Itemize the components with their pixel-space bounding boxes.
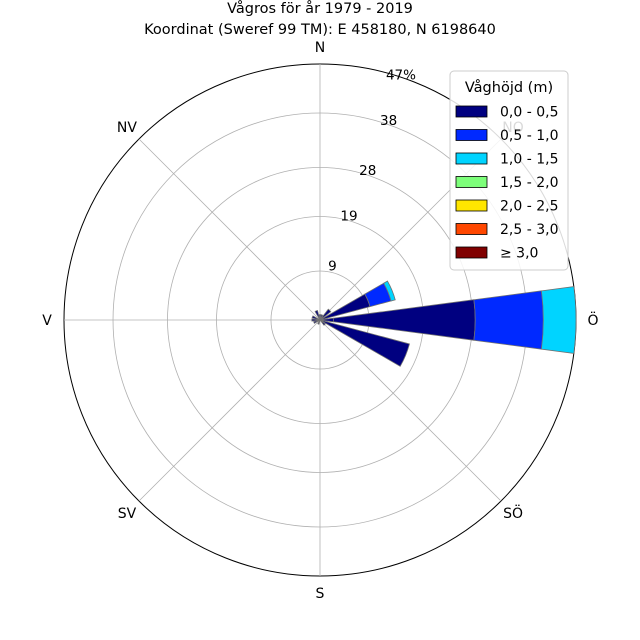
legend-entry-label: 1,0 - 1,5 [500, 152, 558, 168]
direction-label: SV [118, 506, 137, 522]
ring-tick-label: 28 [359, 163, 376, 179]
legend-swatch [455, 129, 488, 141]
legend-entry-label: 2,5 - 3,0 [500, 222, 558, 238]
wind-rose-bar [319, 299, 476, 341]
wind-rose-bar [319, 314, 324, 321]
legend-swatch [455, 105, 488, 118]
chart-title: Vågros för år 1979 - 2019 [227, 0, 413, 17]
direction-label: S [316, 586, 325, 602]
wind-rose-bar [540, 286, 577, 354]
grid-spoke [319, 319, 502, 502]
wind-rose-bar [319, 319, 326, 326]
wind-rose-bar [319, 317, 335, 323]
legend-box [449, 70, 569, 271]
legend: Våghöjd (m) 0,0 - 0,5 0,5 - 1,0 1,0 - 1,5 1,… [449, 70, 569, 271]
ring-tick-label: 19 [340, 208, 357, 224]
ring-tick-label: 9 [328, 259, 337, 275]
legend-entry-label: 0,0 - 0,5 [500, 105, 558, 121]
legend-swatch [455, 246, 488, 259]
legend-entry-label: ≥ 3,0 [500, 246, 538, 262]
legend-title: Våghöjd (m) [465, 79, 553, 96]
direction-label: V [42, 313, 52, 329]
wind-rose-bar [317, 319, 321, 325]
legend-entry-label: 1,5 - 2,0 [500, 175, 558, 191]
chart-subtitle: Koordinat (Sweref 99 TM): E 458180, N 61… [144, 22, 496, 38]
wind-rose-bar [311, 318, 321, 322]
wind-rose-bar [314, 310, 321, 321]
wind-rose-bar [383, 280, 396, 302]
wind-rose-bar [319, 319, 410, 367]
legend-swatch [455, 223, 488, 235]
wind-rose-bars [311, 280, 577, 367]
ring-tick-label: 38 [380, 113, 397, 129]
ring-tick-label: 47% [386, 67, 416, 83]
wind-rose-bar [319, 308, 332, 321]
wind-rose-bar [473, 290, 544, 350]
direction-label: SÖ [503, 504, 523, 522]
legend-swatch [455, 152, 488, 165]
legend-swatch [455, 176, 488, 188]
direction-label: Ö [587, 311, 598, 329]
wind-rose-bar [313, 319, 321, 324]
grid-spoke [138, 138, 321, 321]
direction-label: N [315, 40, 325, 56]
direction-label: NV [117, 120, 137, 136]
legend-entry-label: 2,0 - 2,5 [500, 199, 558, 215]
wind-rose-bar [318, 314, 322, 321]
axis-labels: NNOÖSÖSSVVNV919283847% [42, 40, 598, 602]
wind-rose-bar [311, 315, 321, 321]
legend-entry-label: 0,5 - 1,0 [500, 128, 558, 144]
grid-spoke [138, 319, 321, 502]
legend-swatch [455, 199, 488, 212]
